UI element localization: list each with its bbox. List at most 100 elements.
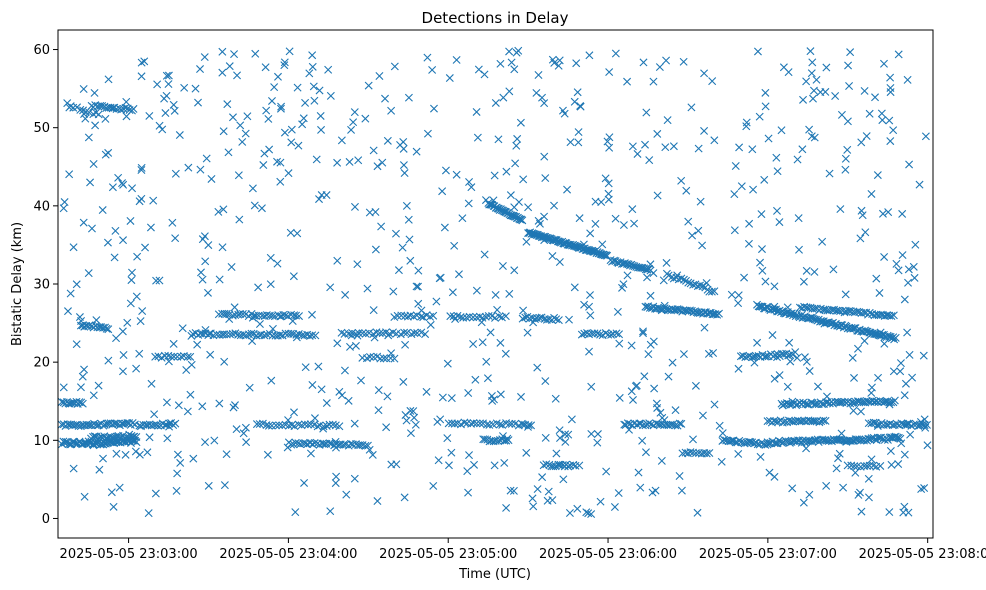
- detection-point: [301, 98, 310, 107]
- detection-point: [209, 331, 218, 340]
- detection-point: [651, 486, 660, 495]
- detection-point: [474, 65, 483, 74]
- detection-point: [412, 147, 421, 156]
- detection-point: [653, 191, 662, 200]
- detection-point: [366, 352, 374, 361]
- detection-point: [241, 423, 250, 432]
- detection-point: [601, 174, 610, 183]
- detection-point: [748, 145, 757, 154]
- detection-point: [832, 464, 841, 473]
- detection-point: [865, 109, 874, 118]
- detection-point: [693, 508, 702, 517]
- y-tick-label: 60: [33, 43, 50, 58]
- detection-point: [451, 315, 460, 324]
- detection-point: [561, 430, 570, 439]
- detection-point: [623, 271, 632, 280]
- detection-point: [267, 376, 276, 385]
- detection-point: [406, 406, 415, 415]
- detection-point: [876, 461, 885, 470]
- detection-point: [229, 403, 238, 412]
- detection-point: [400, 169, 409, 178]
- detection-point: [472, 107, 481, 116]
- detection-point: [308, 380, 317, 389]
- detection-point: [628, 142, 637, 151]
- detection-point: [428, 65, 437, 74]
- detection-point: [575, 214, 584, 223]
- detection-point: [655, 63, 664, 72]
- detection-point: [500, 458, 509, 467]
- detection-point: [836, 205, 845, 214]
- detection-point: [259, 161, 268, 170]
- detection-point: [677, 486, 686, 495]
- detection-point: [758, 266, 767, 275]
- detection-point: [223, 100, 232, 109]
- detection-point: [507, 58, 516, 67]
- detection-point: [540, 152, 549, 161]
- detection-point: [829, 265, 838, 274]
- detection-point: [132, 364, 141, 373]
- detection-point: [319, 424, 328, 433]
- detection-point: [533, 485, 542, 494]
- detection-point: [729, 436, 738, 445]
- detection-point: [574, 138, 583, 147]
- detection-point: [187, 331, 196, 340]
- detection-point: [319, 422, 328, 431]
- detection-point: [80, 365, 89, 374]
- detection-point: [414, 299, 423, 308]
- x-tick-label: 2025-05-05 23:03:00: [60, 547, 198, 562]
- detection-point: [183, 407, 192, 416]
- detection-point: [136, 317, 145, 326]
- detection-point: [854, 490, 863, 499]
- detection-point: [763, 417, 772, 426]
- detection-point: [69, 243, 78, 252]
- detection-point: [129, 104, 138, 113]
- detection-point: [917, 485, 926, 493]
- detection-point: [440, 223, 449, 232]
- detection-point: [886, 446, 895, 455]
- detection-point: [294, 141, 303, 150]
- detection-point: [841, 154, 850, 163]
- detection-point: [551, 394, 560, 403]
- detection-point: [512, 141, 521, 150]
- detection-point: [342, 490, 351, 499]
- x-tick-label: 2025-05-05 23:07:00: [699, 547, 837, 562]
- detection-point: [169, 339, 178, 348]
- detection-point: [238, 137, 247, 146]
- detection-point: [761, 277, 770, 286]
- detection-point: [340, 366, 349, 375]
- detection-point: [161, 109, 170, 118]
- detection-point: [94, 110, 103, 119]
- detection-point: [535, 219, 544, 228]
- detection-point: [470, 460, 479, 469]
- detection-point: [119, 236, 128, 245]
- detection-point: [784, 68, 793, 77]
- detection-point: [180, 83, 189, 92]
- detection-point: [509, 486, 518, 495]
- detection-point: [464, 389, 473, 397]
- detection-point: [112, 449, 121, 458]
- detection-point: [280, 58, 289, 67]
- detection-point: [454, 270, 463, 279]
- detection-point: [374, 386, 383, 395]
- detection-point: [921, 132, 930, 141]
- detection-point: [171, 419, 180, 428]
- detection-point: [609, 329, 618, 338]
- detection-point: [128, 184, 137, 193]
- detection-point: [104, 75, 113, 84]
- detection-point: [878, 209, 887, 218]
- detection-point: [276, 330, 285, 339]
- detection-point: [689, 280, 698, 289]
- detection-point: [391, 229, 400, 238]
- detection-point: [585, 302, 594, 311]
- detection-point: [284, 169, 293, 178]
- detection-point: [220, 481, 229, 490]
- detection-point: [823, 392, 831, 401]
- detection-point: [126, 216, 135, 225]
- detection-point: [775, 218, 784, 227]
- detection-point: [145, 111, 154, 120]
- detection-point: [104, 356, 113, 365]
- x-tick-label: 2025-05-05 23:04:00: [219, 547, 357, 562]
- detection-point: [783, 382, 792, 391]
- detection-point: [696, 281, 704, 290]
- detection-point: [365, 208, 374, 217]
